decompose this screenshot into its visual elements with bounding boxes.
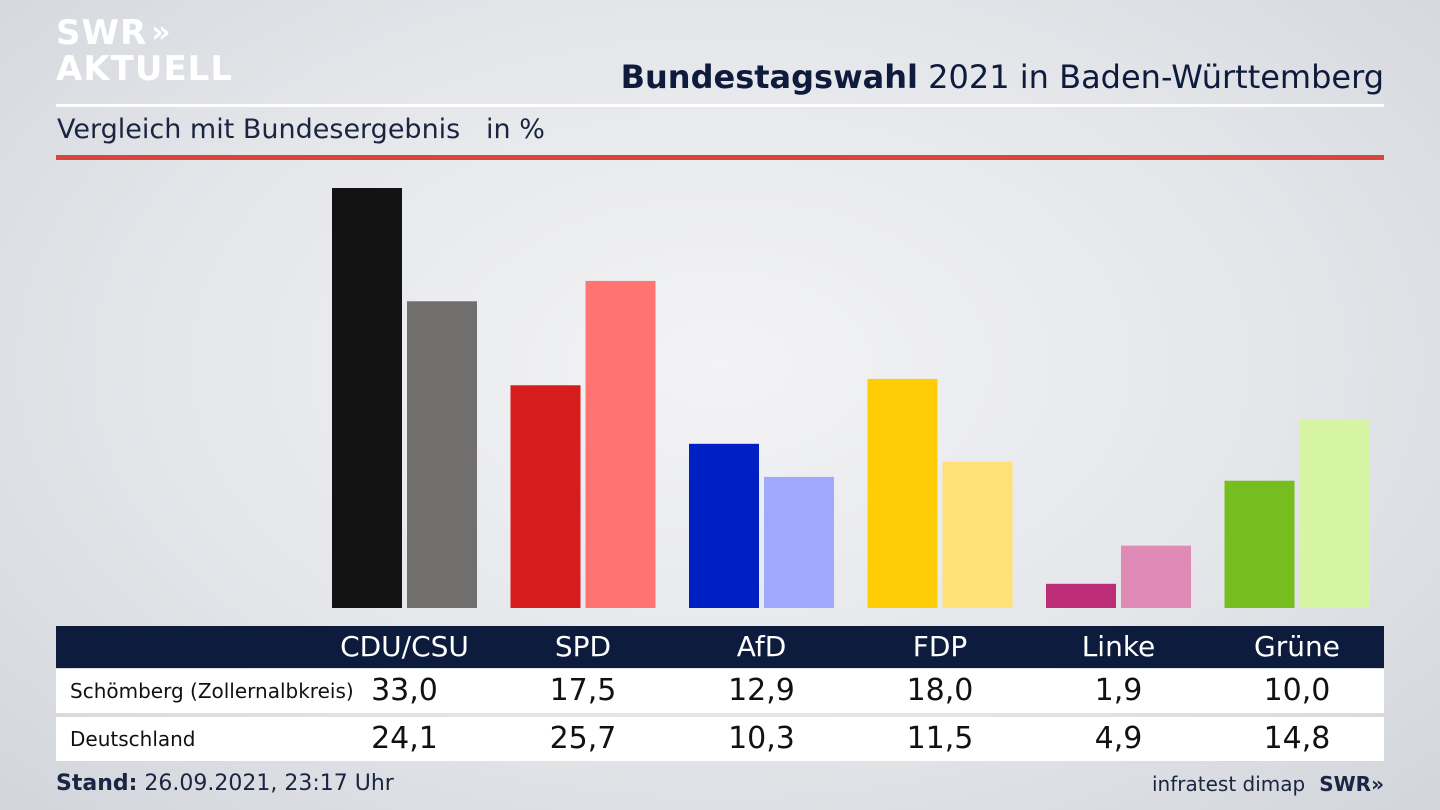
row-label-local: Schömberg (Zollernalbkreis) — [70, 679, 354, 703]
value-label-cdu-csu-national: 24,1 — [371, 721, 438, 756]
bar-afd-local — [689, 443, 759, 608]
value-label-afd-local: 12,9 — [728, 673, 795, 708]
header-divider — [56, 104, 1384, 107]
bar-gr-ne-national — [1299, 419, 1370, 608]
column-header-cdu-csu: CDU/CSU — [340, 630, 469, 663]
column-header-gr-ne: Grüne — [1254, 630, 1340, 663]
title-bold: Bundestagswahl — [620, 58, 918, 96]
value-label-fdp-local: 18,0 — [906, 673, 974, 708]
value-label-fdp-national: 11,5 — [906, 721, 974, 756]
table-row: Schömberg (Zollernalbkreis) 33,0 17,5 12,9… — [56, 669, 1384, 713]
column-header-spd: SPD — [554, 630, 612, 663]
value-label-linke-national: 4,9 — [1094, 721, 1143, 756]
bar-afd-national — [764, 476, 834, 608]
chevron-icon: » — [1371, 772, 1384, 796]
logo-line1: SWR — [56, 13, 148, 53]
row-label-national: Deutschland — [70, 727, 196, 751]
swr-footer-text: SWR — [1319, 772, 1372, 796]
bar-spd-national — [585, 280, 656, 608]
bar-fdp-local — [867, 378, 938, 608]
source-credit: infratest dimap SWR» — [1152, 772, 1384, 796]
bar-linke-local — [1046, 583, 1116, 608]
value-label-spd-national: 25,7 — [549, 721, 617, 756]
value-label-gr-ne-local: 10,0 — [1263, 673, 1331, 708]
value-label-gr-ne-national: 14,8 — [1263, 721, 1331, 756]
title-rest: 2021 in Baden-Württemberg — [917, 58, 1384, 96]
source-label: infratest dimap — [1152, 772, 1306, 796]
table-row: Deutschland 24,1 25,7 10,3 11,5 4,9 14,8 — [56, 717, 1384, 761]
value-label-cdu-csu-local: 33,0 — [371, 673, 438, 708]
column-header-afd: AfD — [736, 630, 787, 663]
logo-line2: AKTUELL — [56, 49, 234, 89]
swr-footer-logo: SWR» — [1319, 772, 1384, 796]
swr-aktuell-logo: SWR» AKTUELL — [56, 16, 233, 86]
page-title: Bundestagswahl 2021 in Baden-Württemberg — [621, 58, 1384, 96]
value-label-linke-local: 1,9 — [1094, 673, 1143, 708]
timestamp: Stand: 26.09.2021, 23:17 Uhr — [56, 771, 394, 796]
bar-fdp-national — [942, 461, 1013, 608]
bar-cdu-csu-local — [332, 188, 402, 608]
stand-label: Stand: — [56, 771, 138, 796]
column-header-fdp: FDP — [912, 630, 968, 663]
bar-chart — [332, 188, 1370, 608]
column-header-linke: Linke — [1081, 630, 1156, 663]
bar-linke-national — [1121, 545, 1191, 608]
value-label-afd-national: 10,3 — [728, 721, 795, 756]
accent-divider — [56, 155, 1384, 160]
bar-gr-ne-local — [1224, 480, 1295, 608]
stand-value: 26.09.2021, 23:17 Uhr — [137, 771, 394, 796]
bar-cdu-csu-national — [407, 301, 477, 608]
chart-subtitle: Vergleich mit Bundesergebnis in % — [57, 114, 545, 145]
value-label-spd-local: 17,5 — [549, 673, 617, 708]
bar-spd-local — [510, 385, 581, 608]
table-header: CDU/CSU SPD AfD FDP Linke Grüne — [56, 626, 1384, 668]
